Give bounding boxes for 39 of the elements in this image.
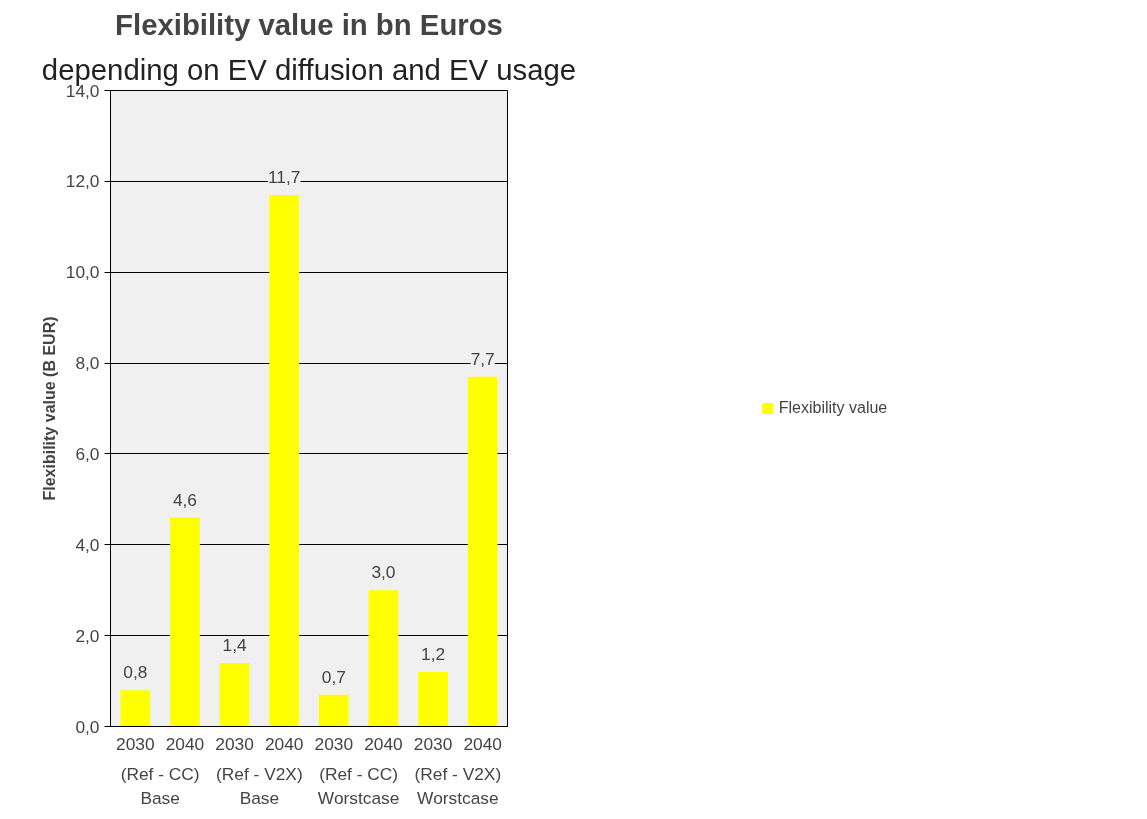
x-tick-label: 2040 [264,733,304,754]
x-tick-label: 2040 [463,733,502,754]
text: (Ref - V2X) Base [216,763,303,808]
bar [368,590,399,727]
bar [219,662,250,727]
y-axis-title: Flexibility value (B EUR) [40,316,58,501]
data-label: 3,0 [371,562,396,583]
text: (Ref - V2X) Worstcase [414,763,502,808]
data-label: 1,2 [421,643,446,664]
text: (Ref - CC) Worstcase [317,763,400,808]
bar [269,194,300,727]
x-tick-label: 2030 [314,733,354,754]
data-label: 1,4 [222,634,247,655]
bar [120,690,151,727]
x-tick-label: 2030 [215,733,254,754]
x-tick-label: 2040 [165,733,205,754]
y-tick-label: 12,0 [65,171,100,192]
y-tick-label: 8,0 [75,353,100,374]
text: (Ref - CC) Base [120,763,200,808]
y-tick-label: 6,0 [75,443,100,464]
chart-title: Flexibility value in bn Euros [115,7,503,41]
x-tick-label: 2030 [413,733,453,754]
bar [467,376,498,727]
data-label: 7,7 [470,348,495,369]
data-label: 0,8 [123,662,148,683]
data-label: 4,6 [172,489,197,510]
x-tick-label: 2030 [116,733,155,754]
y-tick-label: 10,0 [65,262,100,283]
y-tick-label: 4,0 [75,534,100,555]
bar [318,694,349,727]
y-tick-label: 0,0 [75,716,100,737]
x-tick-label: 2040 [364,733,403,754]
bar [418,671,448,727]
y-tick-label: 2,0 [75,625,100,646]
bar [170,517,200,727]
legend-label: Flexibility value [778,399,888,417]
chart-subtitle: depending on EV diffusion and EV usage [41,52,577,86]
data-label: 11,7 [267,166,301,187]
data-label: 0,7 [321,666,346,687]
